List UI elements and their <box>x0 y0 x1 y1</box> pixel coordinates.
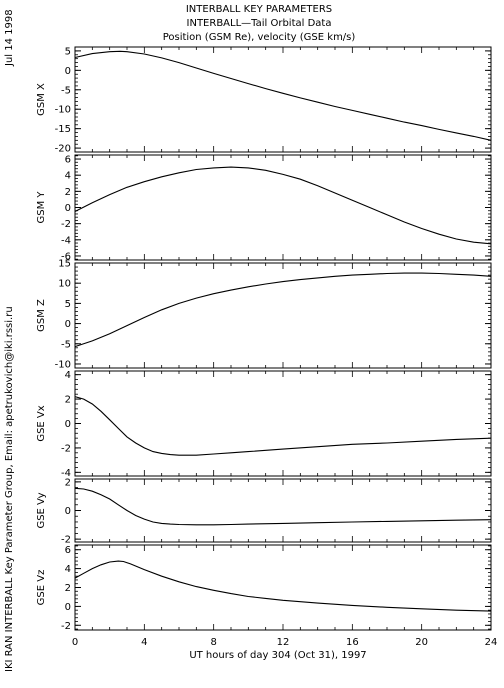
plot-frame <box>74 544 492 631</box>
chart-panel: 2 0 -2 GSE Vy <box>36 477 492 546</box>
y-tick-label: -4 <box>61 235 71 246</box>
y-axis-label: GSM Z <box>36 299 47 332</box>
y-tick-label: -5 <box>61 85 71 96</box>
x-tick-label: 12 <box>277 637 290 648</box>
x-tick-label: 0 <box>72 637 78 648</box>
y-tick-label: -2 <box>61 535 71 546</box>
chart-title-line3: Position (GSM Re), velocity (GSE km/s) <box>163 32 356 43</box>
series-line <box>74 487 492 526</box>
series-line <box>74 50 492 141</box>
credit-label: IKI RAN INTERBALL Key Parameter Group, E… <box>4 306 15 672</box>
y-tick-label: -6 <box>61 251 71 262</box>
plot-frame <box>74 478 492 543</box>
y-tick-label: 15 <box>58 259 71 270</box>
x-tick-label: 20 <box>415 637 428 648</box>
y-tick-label: -5 <box>61 339 71 350</box>
series-line <box>74 166 492 245</box>
y-tick-label: 10 <box>58 279 71 290</box>
chart-panel: 15 10 5 0 -5 -10 GSM Z <box>36 259 492 370</box>
y-tick-label: 2 <box>65 583 71 594</box>
series-line <box>74 272 492 348</box>
x-tick-label: 16 <box>346 637 359 648</box>
y-tick-label: -2 <box>61 621 71 632</box>
plot-date-label: Jul 14 1998 <box>4 9 15 67</box>
y-axis-label: GSE Vx <box>36 405 47 441</box>
y-axis-label: GSE Vz <box>36 570 47 606</box>
plot-frame <box>74 370 492 477</box>
y-tick-label: 2 <box>65 187 71 198</box>
chart-title-line2: INTERBALL—Tail Orbital Data <box>187 18 332 29</box>
chart-title-line1: INTERBALL KEY PARAMETERS <box>186 4 332 15</box>
y-tick-label: 0 <box>65 506 71 517</box>
series-line <box>74 560 492 612</box>
chart-panel: 5 0 -5 -10 -15 -20 GSM X <box>36 46 492 155</box>
plot-frame <box>74 154 492 261</box>
y-tick-label: 4 <box>65 171 71 182</box>
y-tick-label: -10 <box>55 105 71 116</box>
y-tick-label: -4 <box>61 468 71 479</box>
y-tick-label: 4 <box>65 370 71 381</box>
y-tick-label: -10 <box>55 359 71 370</box>
x-tick-label: 24 <box>485 637 498 648</box>
y-tick-label: 2 <box>65 395 71 406</box>
y-tick-label: 0 <box>65 602 71 613</box>
y-tick-label: 5 <box>65 46 71 57</box>
y-tick-label: -2 <box>61 219 71 230</box>
y-tick-label: 0 <box>65 203 71 214</box>
y-axis-label: GSM X <box>36 83 47 116</box>
y-tick-label: -15 <box>55 124 71 135</box>
x-axis-label: UT hours of day 304 (Oct 31), 1997 <box>189 650 366 661</box>
x-tick-label: 4 <box>141 637 147 648</box>
y-tick-label: 0 <box>65 66 71 77</box>
y-tick-label: 0 <box>65 419 71 430</box>
y-tick-label: 6 <box>65 545 71 556</box>
chart-panel: 6 4 2 0 -2 -4 -6 GSM Y <box>36 154 492 262</box>
y-tick-label: 4 <box>65 564 71 575</box>
plot-frame <box>74 262 492 369</box>
series-line <box>74 396 492 456</box>
y-tick-label: -2 <box>61 443 71 454</box>
y-tick-label: 6 <box>65 155 71 166</box>
chart-panel: 4 2 0 -2 -4 GSE Vx <box>36 370 492 479</box>
y-axis-label: GSE Vy <box>36 492 47 528</box>
y-axis-label: GSM Y <box>36 191 47 224</box>
y-tick-label: 2 <box>65 477 71 488</box>
y-tick-label: 5 <box>65 299 71 310</box>
y-tick-label: -20 <box>55 144 71 155</box>
y-tick-label: 0 <box>65 319 71 330</box>
plot-frame <box>74 46 492 153</box>
x-tick-label: 8 <box>210 637 216 648</box>
